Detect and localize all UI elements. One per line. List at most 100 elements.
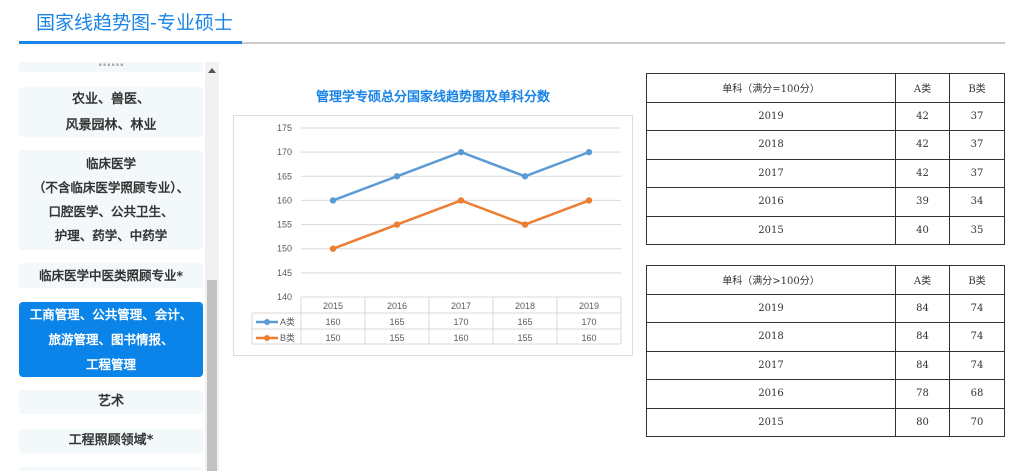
table-row: 2015 40 35 [646, 215, 1005, 245]
data-point [457, 148, 465, 156]
data-table-value: 170 [581, 317, 596, 327]
title-underline [19, 41, 1005, 44]
data-point [393, 173, 401, 180]
single-subject-table-over100: 单科（满分>100分） A类 B类 2019 84 74 2018 84 74 2017 84 74 2… [646, 265, 1005, 437]
table-cell: A类 [895, 265, 950, 295]
table-cell: 2019 [646, 101, 896, 131]
data-table-value: 165 [517, 317, 532, 327]
sidebar-scrollbar[interactable] [205, 62, 219, 471]
table-cell: 74 [949, 350, 1005, 380]
active-underline [19, 41, 242, 44]
x-tick-label: 2017 [451, 301, 471, 311]
table-cell: 2018 [646, 130, 896, 160]
data-table-value: 150 [325, 333, 340, 343]
data-point [521, 173, 529, 180]
table-header: 单科（满分>100分） A类 B类 [646, 265, 1005, 295]
x-tick-label: 2018 [515, 301, 535, 311]
sidebar-item-0[interactable]: …… [19, 62, 203, 72]
table-cell: 39 [895, 187, 950, 217]
table-cell: 78 [895, 379, 950, 409]
table-cell: 2019 [646, 293, 896, 323]
data-point [585, 148, 593, 156]
table-cell: 74 [949, 322, 1005, 352]
table-row: 2016 39 34 [646, 187, 1005, 217]
y-tick-label: 155 [277, 220, 292, 230]
table-row: 2018 84 74 [646, 322, 1005, 352]
table-cell: 2017 [646, 350, 896, 380]
table-cell: 84 [895, 322, 950, 352]
table-cell: 80 [895, 407, 950, 437]
chart-svg: 140 145 150 155 160 165 170 175 2015 2016 2017 2018… [251, 123, 622, 345]
table-cell: 2015 [646, 407, 896, 437]
x-tick-label: 2016 [387, 301, 407, 311]
data-table-value: 155 [389, 333, 404, 343]
sidebar: …… 农业、兽医、 风景园林、林业 临床医学 （不含临床医学照顾专业）、 口腔医… [0, 62, 220, 471]
table-cell: 84 [895, 350, 950, 380]
table-cell: 68 [949, 379, 1005, 409]
table-row: 2017 84 74 [646, 350, 1005, 380]
y-tick-label: 175 [277, 123, 292, 133]
sidebar-item-engineering[interactable]: 工程照顾领域* [19, 429, 203, 453]
table-row: 2017 42 37 [646, 158, 1005, 188]
table-cell: B类 [949, 73, 1005, 103]
y-tick-label: 170 [277, 147, 292, 157]
data-table-value: 170 [453, 317, 468, 327]
table-cell: 34 [949, 187, 1005, 217]
y-tick-label: 140 [277, 292, 292, 302]
data-point [521, 221, 529, 228]
table-header: 单科（满分=100分） A类 B类 [646, 73, 1005, 103]
x-tick-label: 2015 [323, 301, 343, 311]
legend-label: B类 [280, 332, 295, 343]
table-cell: 84 [895, 293, 950, 323]
line-chart: 140 145 150 155 160 165 170 175 2015 2016 2017 2018… [233, 115, 633, 356]
x-tick-label: 2019 [579, 301, 599, 311]
data-point [457, 197, 465, 204]
sidebar-item-next[interactable] [19, 467, 203, 471]
table-cell: 42 [895, 158, 950, 188]
table-cell: 37 [949, 101, 1005, 131]
table-cell: 42 [895, 130, 950, 160]
data-table-value: 160 [453, 333, 468, 343]
data-table-value: 160 [581, 333, 596, 343]
table-cell: 2016 [646, 187, 896, 217]
table-row: 2015 80 70 [646, 407, 1005, 437]
table-cell: 40 [895, 215, 950, 245]
sidebar-item-agriculture[interactable]: 农业、兽医、 风景园林、林业 [19, 87, 203, 137]
data-table-value: 165 [389, 317, 404, 327]
table-cell: 单科（满分=100分） [646, 73, 896, 103]
table-row: 2019 42 37 [646, 101, 1005, 131]
page-title: 国家线趋势图-专业硕士 [36, 12, 233, 34]
sidebar-item-art[interactable]: 艺术 [19, 390, 203, 414]
table-cell: 37 [949, 158, 1005, 188]
y-tick-label: 160 [277, 195, 292, 205]
table-cell: 35 [949, 215, 1005, 245]
legend-marker [264, 319, 270, 325]
legend-label: A类 [280, 316, 295, 327]
single-subject-table-100: 单科（满分=100分） A类 B类 2019 42 37 2018 42 37 2017 42 37 2… [646, 73, 1005, 245]
table-cell: 37 [949, 130, 1005, 160]
table-row: 2016 78 68 [646, 379, 1005, 409]
table-cell: B类 [949, 265, 1005, 295]
data-table-value: 160 [325, 317, 340, 327]
scroll-up-arrow-icon[interactable] [208, 68, 216, 73]
sidebar-item-clinical-tcm[interactable]: 临床医学中医类照顾专业* [19, 263, 203, 288]
scrollbar-thumb[interactable] [207, 280, 217, 471]
table-cell: 2017 [646, 158, 896, 188]
table-cell: 2015 [646, 215, 896, 245]
data-point [329, 245, 337, 252]
sidebar-item-clinical[interactable]: 临床医学 （不含临床医学照顾专业）、 口腔医学、公共卫生、 护理、药学、中药学 [19, 150, 203, 250]
y-tick-label: 145 [277, 268, 292, 278]
legend-marker [264, 335, 270, 341]
table-cell: 70 [949, 407, 1005, 437]
table-cell: 2018 [646, 322, 896, 352]
table-cell: 42 [895, 101, 950, 131]
data-point [329, 197, 337, 204]
data-table-value: 155 [517, 333, 532, 343]
sidebar-item-management[interactable]: 工商管理、公共管理、会计、 旅游管理、图书情报、 工程管理 [19, 302, 203, 377]
chart-title: 管理学专硕总分国家线趋势图及单科分数 [315, 90, 550, 105]
table-row: 2018 42 37 [646, 130, 1005, 160]
data-point [393, 221, 401, 228]
table-cell: 单科（满分>100分） [646, 265, 896, 295]
table-cell: 2016 [646, 379, 896, 409]
table-row: 2019 84 74 [646, 293, 1005, 323]
